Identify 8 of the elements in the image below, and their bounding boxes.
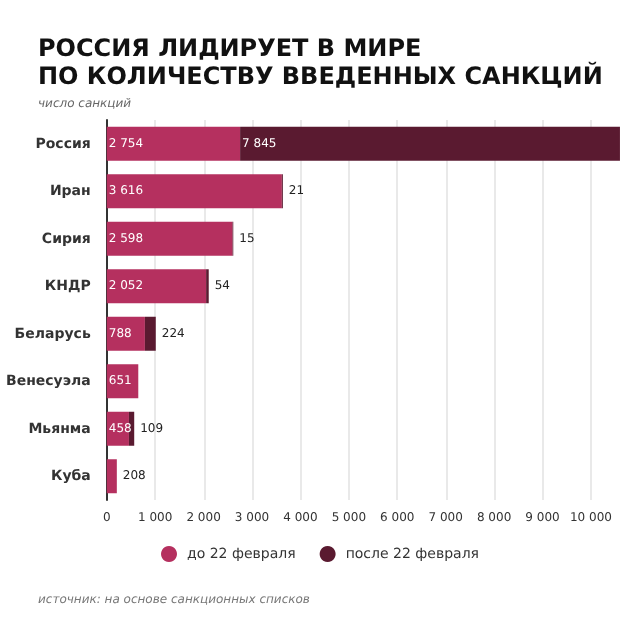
- bar: [106, 174, 282, 209]
- chart-title: РОССИЯ ЛИДИРУЕТ В МИРЕ ПО КОЛИЧЕСТВУ ВВЕДЕННЫХ САНКЦИЙ: [38, 34, 603, 90]
- bar: [106, 459, 117, 494]
- bar: [106, 126, 241, 161]
- bar: [106, 269, 207, 304]
- bar: [144, 316, 156, 351]
- bar: [240, 126, 620, 161]
- bar: [106, 221, 233, 256]
